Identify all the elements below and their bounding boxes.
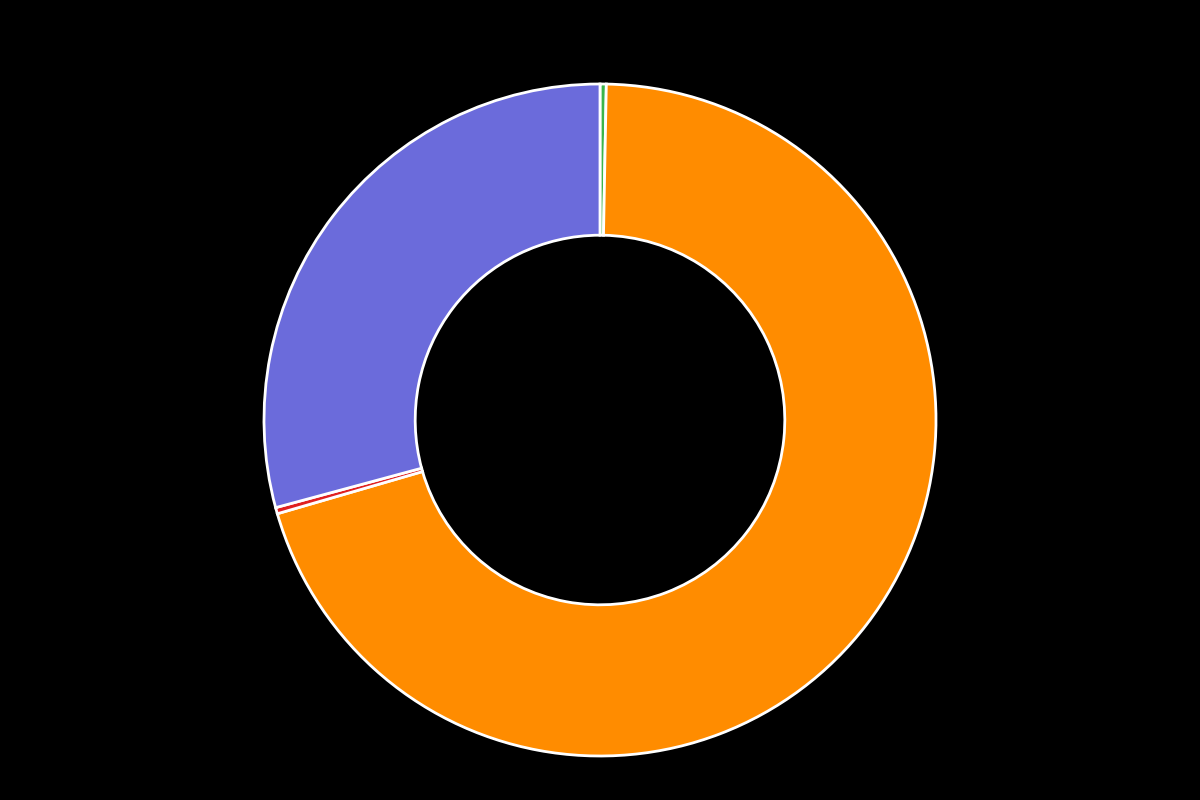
Wedge shape [276, 468, 422, 514]
Wedge shape [277, 84, 936, 756]
Wedge shape [264, 84, 600, 508]
Wedge shape [600, 84, 606, 235]
